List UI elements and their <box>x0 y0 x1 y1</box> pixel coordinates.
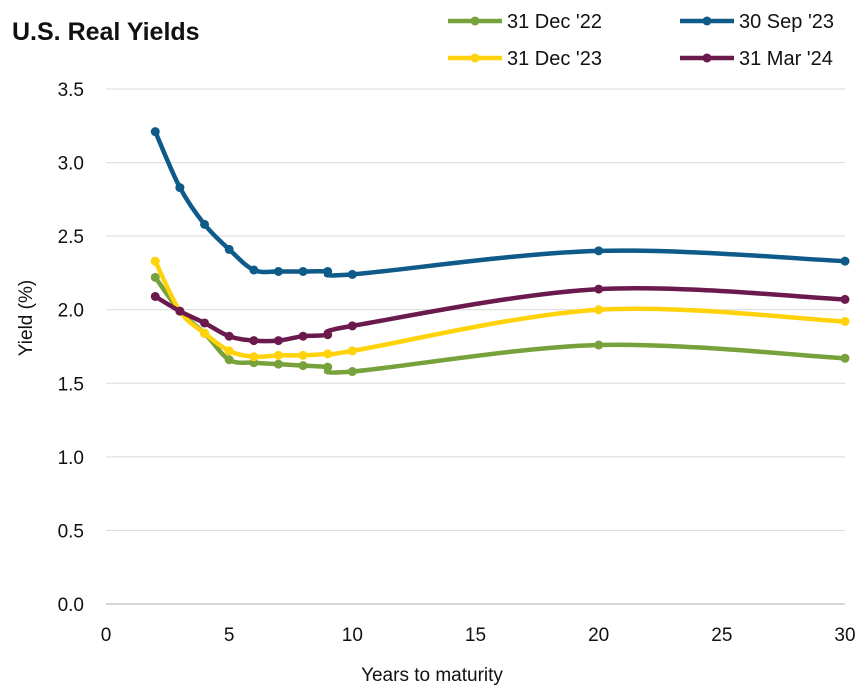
x-tick-label: 20 <box>588 625 609 646</box>
y-tick-label: 1.0 <box>58 448 84 469</box>
data-point <box>347 269 357 279</box>
x-tick-label: 25 <box>711 625 732 646</box>
data-point <box>594 246 604 256</box>
legend-marker <box>470 16 480 26</box>
data-point <box>175 183 185 193</box>
y-tick-label: 2.5 <box>58 227 84 248</box>
data-point <box>347 346 357 356</box>
data-point <box>200 328 210 338</box>
legend-label: 31 Dec '22 <box>507 11 602 33</box>
series-3 <box>150 284 850 346</box>
data-point <box>347 321 357 331</box>
data-point <box>273 266 283 276</box>
legend-label: 30 Sep '23 <box>739 11 834 33</box>
legend-label: 31 Mar '24 <box>739 48 833 70</box>
data-point <box>150 272 160 282</box>
data-point <box>840 353 850 363</box>
data-point <box>323 330 333 340</box>
x-tick-label: 5 <box>224 625 235 646</box>
chart-title: U.S. Real Yields <box>12 18 200 46</box>
legend-item: 31 Dec '22 <box>448 11 602 33</box>
data-point <box>323 349 333 359</box>
data-point <box>249 265 259 275</box>
legend: 31 Dec '22 30 Sep '23 31 Dec '23 31 Mar '24 <box>448 11 834 70</box>
data-point <box>150 291 160 301</box>
data-point <box>224 355 234 365</box>
data-point <box>298 361 308 371</box>
series-line <box>153 129 848 278</box>
data-point <box>273 359 283 369</box>
y-tick-label: 3.0 <box>58 154 84 175</box>
legend-item: 31 Dec '23 <box>448 48 602 70</box>
data-point <box>323 266 333 276</box>
data-point <box>200 318 210 328</box>
x-tick-label: 0 <box>101 625 112 646</box>
data-point <box>249 336 259 346</box>
data-point <box>224 331 234 341</box>
y-axis-label: Yield (%) <box>16 280 37 356</box>
data-point <box>175 306 185 316</box>
data-point <box>200 219 210 229</box>
data-point <box>298 350 308 360</box>
series-lines <box>150 127 850 377</box>
data-point <box>840 316 850 326</box>
legend-label: 31 Dec '23 <box>507 48 602 70</box>
data-point <box>150 256 160 266</box>
data-point <box>273 350 283 360</box>
y-axis-ticks: 0.0 0.5 1.0 1.5 2.0 2.5 3.0 3.5 <box>58 80 84 616</box>
x-tick-label: 30 <box>834 625 855 646</box>
legend-item: 31 Mar '24 <box>680 48 833 70</box>
series-1 <box>150 127 850 279</box>
data-point <box>224 244 234 254</box>
y-tick-label: 1.5 <box>58 374 84 395</box>
data-point <box>594 284 604 294</box>
data-point <box>298 331 308 341</box>
data-point <box>594 340 604 350</box>
gridlines <box>106 88 845 531</box>
x-axis-label: Years to maturity <box>361 665 503 686</box>
data-point <box>150 127 160 137</box>
y-tick-label: 0.0 <box>58 595 84 616</box>
x-tick-label: 15 <box>465 625 486 646</box>
data-point <box>224 346 234 356</box>
legend-item: 30 Sep '23 <box>680 11 834 33</box>
data-point <box>347 367 357 377</box>
data-point <box>594 305 604 315</box>
legend-marker <box>702 53 712 63</box>
data-point <box>249 352 259 362</box>
y-tick-label: 2.0 <box>58 301 84 322</box>
y-tick-label: 0.5 <box>58 521 84 542</box>
data-point <box>840 256 850 266</box>
y-tick-label: 3.5 <box>58 80 84 101</box>
data-point <box>323 362 333 372</box>
data-point <box>273 336 283 346</box>
x-axis-ticks: 0 5 10 15 20 25 30 <box>101 625 856 646</box>
legend-marker <box>470 53 480 63</box>
data-point <box>840 294 850 304</box>
legend-marker <box>702 16 712 26</box>
data-point <box>298 266 308 276</box>
x-tick-label: 10 <box>342 625 363 646</box>
